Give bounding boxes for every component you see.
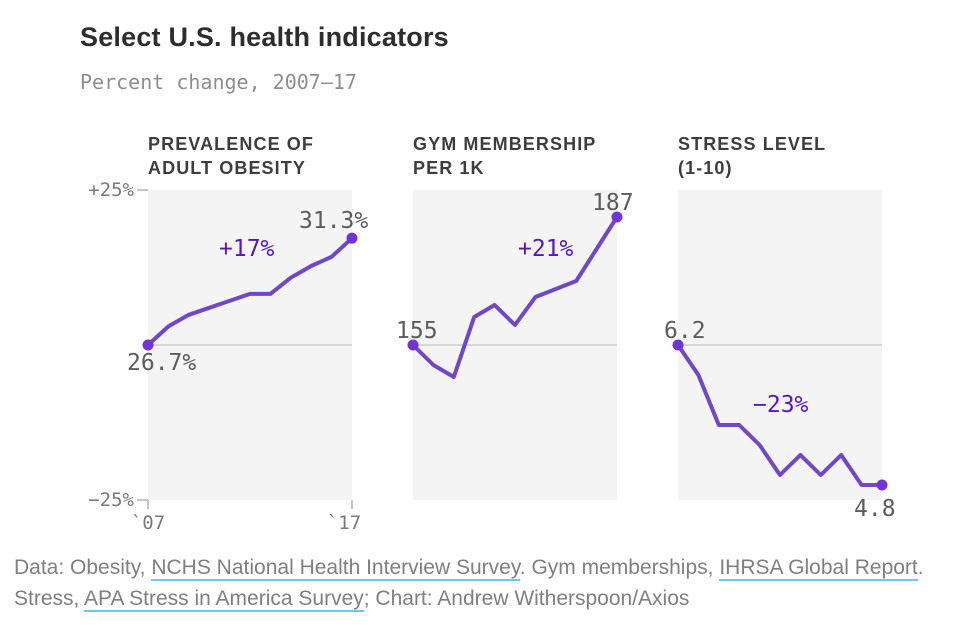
trend-line: [411, 215, 619, 379]
start-dot: [672, 339, 684, 351]
apa-survey-link[interactable]: APA Stress in America Survey: [84, 587, 364, 612]
footer-text: Data: Obesity,: [14, 556, 152, 579]
stress-plot: [672, 190, 888, 500]
trend-line: [146, 236, 354, 347]
footer-line: Stress, APA Stress in America Survey; Ch…: [14, 583, 946, 614]
footer-text: .: [917, 556, 924, 579]
stress-end-value-label: 4.8: [854, 496, 896, 522]
chart-title-obesity-line1: PREVALENCE OF: [148, 134, 314, 154]
source-credit-footer: Data: Obesity, NCHS National Health Inte…: [14, 552, 946, 614]
obesity-plot: [142, 190, 358, 500]
stress-line-chart: [672, 339, 888, 491]
footer-text: Stress,: [14, 587, 85, 610]
page-subtitle: Percent change, 2007–17: [80, 70, 357, 94]
stress-start-value-label: 6.2: [664, 318, 706, 344]
gym-plot: [407, 190, 623, 500]
footer-text: . Gym memberships,: [519, 556, 720, 579]
stress-change-label: −23%: [753, 392, 809, 418]
trend-line: [676, 343, 884, 487]
x-axis-end-tick: [351, 500, 353, 509]
y-axis-top-tick: [137, 189, 148, 191]
obesity-start-value-label: 26.7%: [127, 350, 197, 376]
x-axis-end-label: `17: [326, 512, 362, 534]
footer-text: ; Chart: Andrew Witherspoon/Axios: [363, 587, 690, 610]
end-dot: [346, 232, 358, 244]
y-axis-bottom-label: −25%: [88, 489, 134, 511]
footer-line: Data: Obesity, NCHS National Health Inte…: [14, 552, 946, 583]
end-dot: [876, 479, 888, 491]
y-axis-top-label: +25%: [88, 179, 134, 201]
page-title: Select U.S. health indicators: [80, 22, 449, 52]
end-dot: [611, 211, 623, 223]
start-dot: [407, 339, 419, 351]
x-axis-start-label: `07: [130, 512, 166, 534]
obesity-change-label: +17%: [219, 236, 275, 262]
chart-title-stress-line2: (1-10): [678, 158, 733, 178]
obesity-end-value-label: 31.3%: [299, 208, 369, 234]
gym-end-value-label: 187: [592, 190, 634, 216]
start-dot: [142, 339, 154, 351]
chart-title-gym: GYM MEMBERSHIP PER 1K: [413, 132, 596, 180]
ihrsa-report-link[interactable]: IHRSA Global Report: [719, 556, 918, 581]
gym-change-label: +21%: [518, 236, 574, 262]
gym-line-chart: [407, 211, 623, 379]
chart-title-stress: STRESS LEVEL (1-10): [678, 132, 826, 180]
chart-title-gym-line1: GYM MEMBERSHIP: [413, 134, 597, 154]
chart-title-obesity: PREVALENCE OF ADULT OBESITY: [148, 132, 314, 180]
obesity-line-chart: [142, 232, 358, 351]
chart-title-gym-line2: PER 1K: [413, 158, 485, 178]
chart-title-obesity-line2: ADULT OBESITY: [148, 158, 306, 178]
chart-title-stress-line1: STRESS LEVEL: [678, 134, 827, 154]
y-axis-bottom-tick: [137, 499, 148, 501]
x-axis-start-tick: [147, 500, 149, 509]
nchs-survey-link[interactable]: NCHS National Health Interview Survey: [151, 556, 520, 581]
gym-start-value-label: 155: [396, 318, 438, 344]
